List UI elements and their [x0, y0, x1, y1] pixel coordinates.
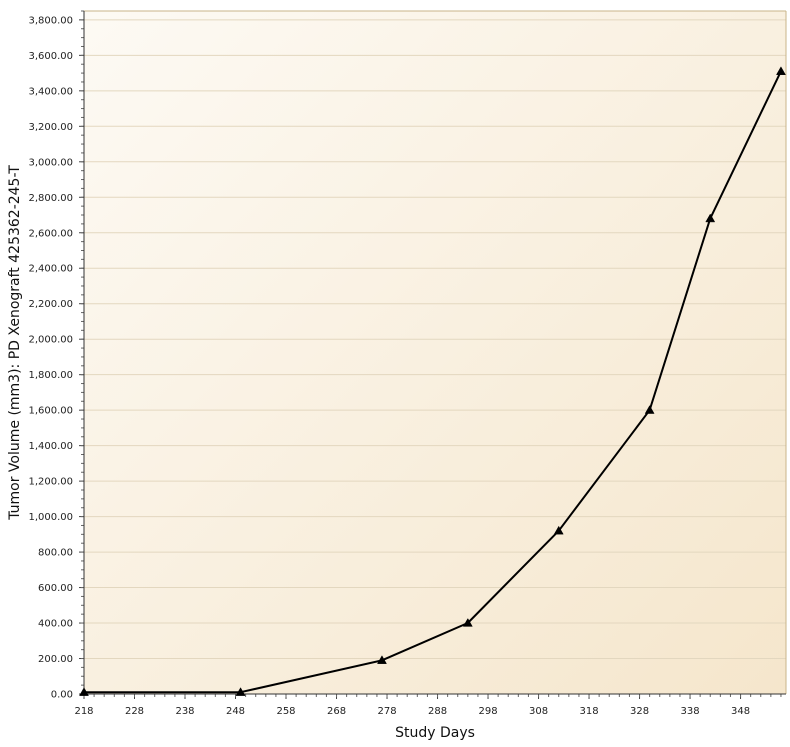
y-tick-label: 600.00	[38, 583, 73, 594]
y-axis-title: Tumor Volume (mm3): PD Xenograft 425362-…	[7, 165, 23, 521]
y-axis-ticks: 0.00 200.00 400.00 600.00 800.00 1,000.00 1,20…	[28, 10, 85, 701]
data-point-marker	[705, 213, 716, 223]
y-tick-label: 400.00	[38, 619, 73, 630]
x-tick-label: 308	[529, 706, 548, 717]
x-axis-title: Study Days	[395, 725, 475, 741]
y-tick-label: 3,800.00	[28, 15, 73, 26]
x-tick-label: 268	[327, 706, 346, 717]
y-tick-label: 1,400.00	[28, 441, 73, 452]
series-line	[84, 70, 782, 694]
data-point-marker	[377, 655, 387, 664]
y-tick-label: 1,200.00	[28, 477, 73, 488]
y-tick-label: 2,200.00	[28, 299, 73, 310]
x-tick-label: 288	[428, 706, 447, 717]
x-tick-label: 318	[579, 706, 598, 717]
y-tick-label: 2,600.00	[28, 228, 73, 239]
y-tick-label: 1,800.00	[28, 370, 73, 381]
data-point-marker	[776, 66, 786, 75]
data-point-marker	[644, 405, 655, 414]
x-tick-label: 338	[680, 706, 699, 717]
data-point-marker	[553, 525, 564, 535]
y-tick-label: 1,600.00	[28, 406, 73, 417]
data-point-marker	[235, 687, 246, 696]
x-tick-label: 328	[630, 706, 649, 717]
y-tick-label: 3,600.00	[28, 51, 73, 62]
y-tick-label: 2,000.00	[28, 335, 73, 346]
data-point-marker	[462, 618, 473, 627]
y-tick-label: 3,000.00	[28, 157, 73, 168]
y-tick-label: 2,800.00	[28, 193, 73, 204]
x-tick-label: 298	[478, 706, 497, 717]
x-tick-label: 278	[377, 706, 396, 717]
y-tick-label: 3,400.00	[28, 86, 73, 97]
x-axis-ticks: 218 228 238 248 258 268 278 288 298 308 318 328 338 3…	[74, 693, 786, 717]
y-tick-label: 3,200.00	[28, 122, 73, 133]
x-tick-label: 248	[226, 706, 245, 717]
plot-area	[84, 11, 786, 694]
y-tick-label: 1,000.00	[28, 512, 73, 523]
gridlines	[84, 10, 787, 694]
data-point-marker	[79, 687, 89, 696]
x-tick-label: 348	[731, 706, 750, 717]
x-tick-label: 228	[125, 706, 144, 717]
series-layer	[79, 66, 786, 696]
y-tick-label: 0.00	[51, 690, 73, 701]
y-tick-label: 800.00	[38, 548, 73, 559]
y-tick-label: 200.00	[38, 654, 73, 665]
y-tick-label: 2,400.00	[28, 264, 73, 275]
x-tick-label: 258	[276, 706, 295, 717]
x-tick-label: 218	[74, 706, 93, 717]
x-tick-label: 238	[175, 706, 194, 717]
